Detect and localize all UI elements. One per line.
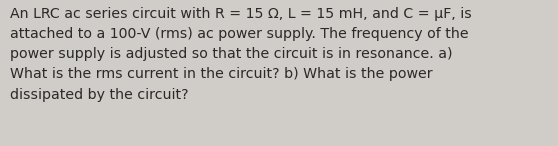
- Text: An LRC ac series circuit with R = 15 Ω, L = 15 mH, and C = μF, is
attached to a : An LRC ac series circuit with R = 15 Ω, …: [10, 7, 472, 101]
